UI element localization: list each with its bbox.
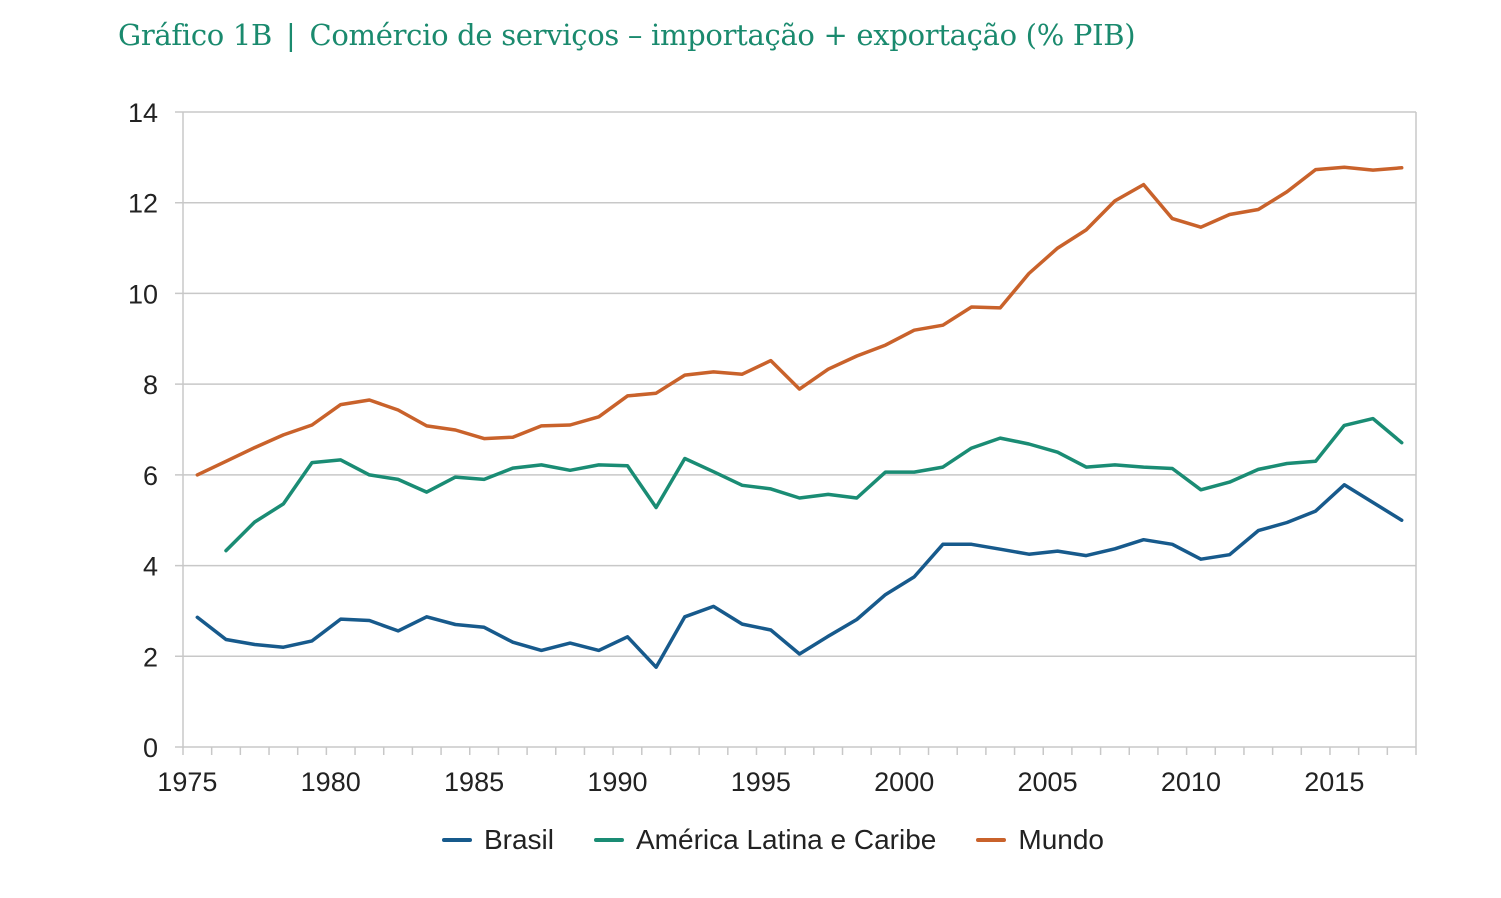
x-tick-label: 2000 xyxy=(874,767,934,797)
legend-item-america-latina: América Latina e Caribe xyxy=(594,824,936,856)
x-tick-label: 2010 xyxy=(1161,767,1221,797)
legend-swatch-america-latina xyxy=(594,838,624,842)
y-tick-label: 8 xyxy=(143,370,158,400)
y-tick-label: 10 xyxy=(128,279,158,309)
axes xyxy=(175,112,1417,748)
y-tick-label: 6 xyxy=(143,461,158,491)
series-line-mundo xyxy=(195,165,1404,477)
y-tick-label: 12 xyxy=(128,189,158,219)
y-tick-label: 2 xyxy=(143,642,158,672)
x-tick-label: 1985 xyxy=(444,767,504,797)
y-tick-label: 0 xyxy=(143,733,158,763)
series-lines xyxy=(195,165,1404,669)
x-axis-ticks: 1975 1980 1985 1990 1995 2000 2005 2010 2015 xyxy=(157,747,1417,797)
chart-id: Gráfico 1B xyxy=(118,18,273,52)
y-tick-label: 14 xyxy=(128,98,158,128)
x-tick-label: 1990 xyxy=(587,767,647,797)
x-tick-label: 1975 xyxy=(157,767,217,797)
x-tick-label: 1980 xyxy=(301,767,361,797)
y-tick-label: 4 xyxy=(143,552,158,582)
legend-swatch-mundo xyxy=(976,838,1007,842)
legend: Brasil América Latina e Caribe Mundo xyxy=(0,824,1501,856)
chart-subtitle: Comércio de serviços – importação + expo… xyxy=(309,18,1136,52)
x-tick-label: 1995 xyxy=(731,767,791,797)
y-axis-tick-labels: 0 2 4 6 8 10 12 14 xyxy=(128,98,158,763)
title-separator: | xyxy=(286,18,296,52)
legend-item-mundo: Mundo xyxy=(976,824,1104,856)
legend-item-brasil: Brasil xyxy=(441,824,554,856)
chart-title: Gráfico 1B | Comércio de serviços – import… xyxy=(118,18,1136,52)
series-line-brasil xyxy=(195,483,1404,669)
series-line-america-latina-e-caribe xyxy=(224,416,1404,553)
legend-swatch-brasil xyxy=(441,838,472,842)
legend-label-america-latina: América Latina e Caribe xyxy=(636,824,937,855)
x-tick-label: 2015 xyxy=(1304,767,1364,797)
legend-label-mundo: Mundo xyxy=(1018,824,1104,855)
legend-label-brasil: Brasil xyxy=(483,824,554,855)
x-tick-label: 2005 xyxy=(1018,767,1078,797)
